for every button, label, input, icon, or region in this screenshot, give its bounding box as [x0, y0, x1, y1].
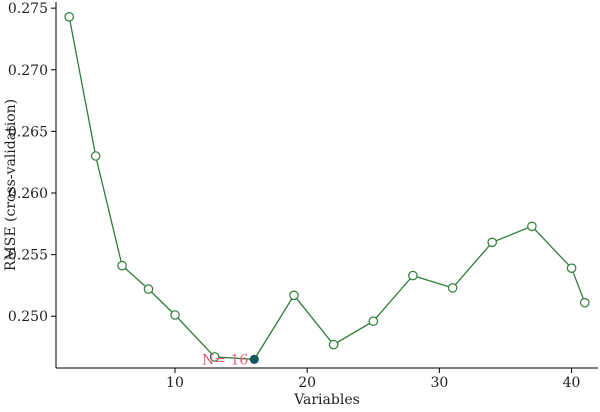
x-axis-title: Variables — [293, 392, 360, 408]
y-axis-title: RMSE (cross-validation) — [3, 99, 19, 271]
data-point — [447, 283, 458, 293]
annotation-label: N= 16 — [202, 352, 248, 368]
data-point — [143, 284, 154, 294]
y-tick-label: 0.250 — [8, 309, 48, 325]
data-point — [328, 339, 339, 350]
data-point — [170, 310, 180, 320]
y-tick-label: 0.260 — [8, 186, 48, 202]
y-tick-label: 0.265 — [8, 124, 48, 140]
x-tick-label: 20 — [298, 375, 316, 391]
data-point — [487, 237, 497, 248]
data-point — [579, 297, 590, 308]
x-tick-label: 30 — [430, 375, 448, 391]
data-point — [90, 151, 101, 161]
axes — [55, 2, 598, 369]
x-tick-label: 40 — [563, 375, 581, 391]
y-ticks: 0.250 0.255 0.260 0.265 0.270 0.275 — [8, 1, 56, 325]
data-point-highlighted — [249, 354, 259, 364]
data-point — [368, 316, 379, 326]
x-tick-label: 10 — [166, 375, 184, 391]
y-tick-label: 0.255 — [8, 248, 48, 264]
data-point — [408, 270, 418, 281]
y-tick-label: 0.270 — [8, 63, 48, 79]
data-point — [64, 11, 74, 22]
data-point — [289, 290, 299, 301]
data-point — [566, 263, 577, 273]
data-point — [209, 352, 220, 362]
series-markers — [64, 11, 590, 364]
y-tick-label: 0.275 — [8, 1, 48, 17]
x-ticks: 10 20 30 40 — [166, 368, 580, 391]
data-point — [117, 260, 127, 271]
series-line — [68, 16, 586, 361]
data-point — [527, 221, 537, 232]
